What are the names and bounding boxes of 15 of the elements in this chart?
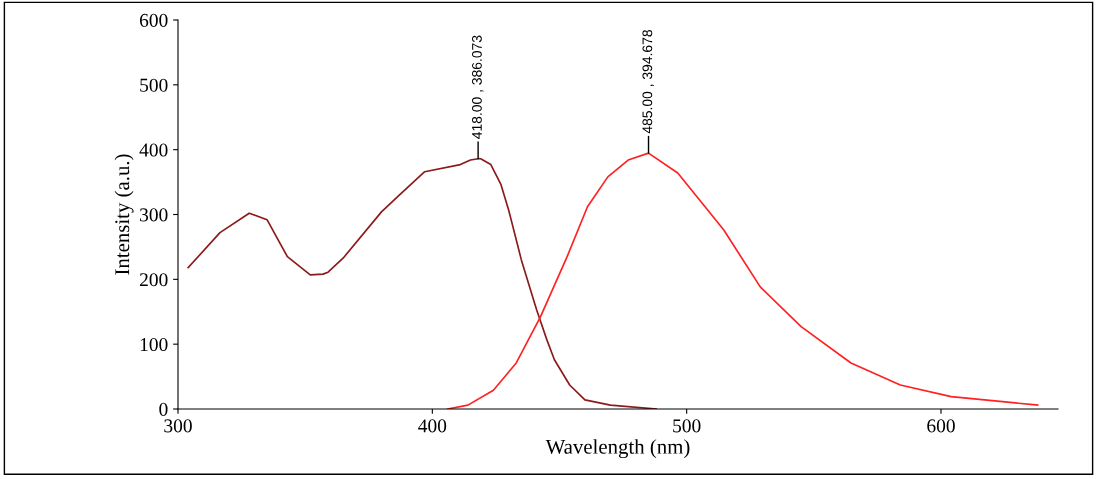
y-axis-title: Intensity (a.u.) [114,154,134,275]
y-tick-label: 0 [159,402,168,416]
y-tick-label: 300 [140,208,168,222]
y-tick-label: 400 [139,143,168,157]
x-tick-label: 600 [927,419,955,433]
y-tick-label: 200 [139,273,168,287]
x-tick-label: 300 [164,419,192,433]
y-tick-label: 600 [139,13,168,27]
annotation: 485.00 , 394.678 [642,30,654,134]
x-axis-title: Wavelength (nm) [545,439,690,459]
x-tick-label: 400 [418,419,447,433]
y-tick-label: 500 [140,78,168,92]
y-tick-label: 100 [140,337,168,352]
annotation: 418.00 , 386.073 [472,35,484,139]
x-tick-label: 500 [673,419,701,433]
